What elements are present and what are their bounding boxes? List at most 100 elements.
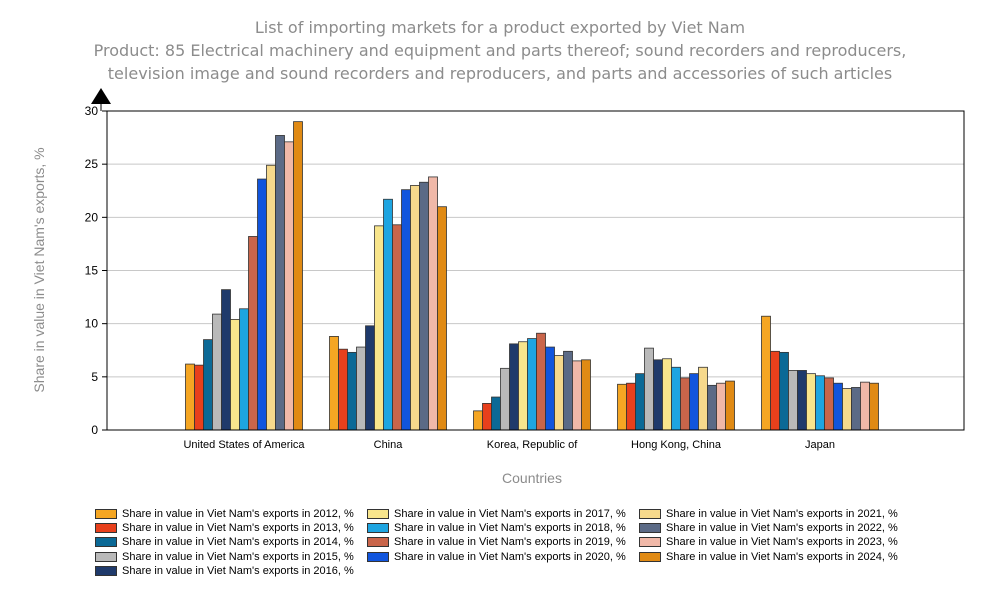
x-axis-label: Countries xyxy=(502,470,562,486)
bar xyxy=(437,206,447,431)
chart-subtitle-line1: Product: 85 Electrical machinery and equ… xyxy=(93,41,907,60)
bar xyxy=(338,348,348,431)
bar xyxy=(779,351,789,431)
y-tick-label: 30 xyxy=(85,104,99,118)
bar xyxy=(419,181,429,431)
bar xyxy=(185,363,195,431)
y-tick-label: 25 xyxy=(85,157,99,171)
bar xyxy=(770,350,780,431)
legend-label: Share in value in Viet Nam's exports in … xyxy=(122,536,354,549)
bar xyxy=(653,359,663,431)
bar xyxy=(626,382,636,431)
legend-swatch xyxy=(95,523,117,534)
bar xyxy=(662,358,672,431)
bar xyxy=(545,346,555,431)
legend-swatch xyxy=(639,509,661,519)
legend-label: Share in value in Viet Nam's exports in … xyxy=(666,508,898,520)
legend-swatch xyxy=(95,509,117,519)
bar xyxy=(392,224,402,431)
bar xyxy=(671,366,681,431)
legend-item: Share in value in Viet Nam's exports in … xyxy=(367,507,626,521)
legend-item: Share in value in Viet Nam's exports in … xyxy=(367,550,626,564)
legend-swatch xyxy=(639,523,661,534)
bar xyxy=(824,377,834,431)
y-axis-label: Share in value in Viet Nam's exports, % xyxy=(31,147,47,392)
bar xyxy=(788,370,798,431)
bar xyxy=(707,384,717,431)
bar xyxy=(851,387,861,431)
y-tick-label: 15 xyxy=(85,264,99,278)
bar xyxy=(644,347,654,431)
bar xyxy=(257,178,267,431)
legend-swatch xyxy=(639,551,661,562)
legend-item: Share in value in Viet Nam's exports in … xyxy=(639,535,898,549)
legend-item: Share in value in Viet Nam's exports in … xyxy=(367,535,626,549)
bar xyxy=(347,351,357,431)
bar xyxy=(428,176,438,431)
bar xyxy=(689,373,699,431)
bar xyxy=(860,381,870,431)
x-ticks: United States of America China Korea, Repu… xyxy=(183,439,835,451)
bar xyxy=(212,313,222,431)
legend-swatch xyxy=(367,523,389,534)
bar xyxy=(383,198,393,431)
bar xyxy=(815,375,825,431)
bar xyxy=(536,332,546,431)
legend-label: Share in value in Viet Nam's exports in … xyxy=(666,550,898,563)
legend-item: Share in value in Viet Nam's exports in … xyxy=(95,535,354,549)
y-tick-label: 10 xyxy=(85,317,99,331)
legend-swatch xyxy=(367,509,389,519)
x-tick-label: China xyxy=(374,439,404,451)
x-tick-label: Korea, Republic of xyxy=(487,439,578,451)
y-tick-label: 20 xyxy=(85,210,99,224)
bar xyxy=(356,346,366,431)
y-tick-label: 0 xyxy=(91,423,98,437)
legend-item: Share in value in Viet Nam's exports in … xyxy=(95,550,354,564)
legend-label: Share in value in Viet Nam's exports in … xyxy=(394,536,626,549)
bar xyxy=(698,366,708,431)
legend-item: Share in value in Viet Nam's exports in … xyxy=(95,521,354,535)
bar xyxy=(833,382,843,431)
legend-item: Share in value in Viet Nam's exports in … xyxy=(367,521,626,535)
bar xyxy=(230,319,240,431)
bar xyxy=(761,315,771,431)
bar xyxy=(617,383,627,431)
bars xyxy=(185,121,879,431)
bar xyxy=(725,380,735,431)
bar xyxy=(194,364,204,431)
legend-label: Share in value in Viet Nam's exports in … xyxy=(122,550,354,563)
legend-swatch xyxy=(95,565,117,576)
bar xyxy=(248,236,258,431)
legend-item: Share in value in Viet Nam's exports in … xyxy=(95,507,354,521)
bar-chart: 0 5 10 15 20 25 30 United States of America Chi… xyxy=(31,88,965,486)
bar xyxy=(482,403,492,431)
legend-item: Share in value in Viet Nam's exports in … xyxy=(639,550,898,564)
bar xyxy=(221,289,231,431)
bar xyxy=(869,382,879,431)
bar xyxy=(527,338,537,431)
legend-item: Share in value in Viet Nam's exports in … xyxy=(95,564,354,578)
y-tick-label: 5 xyxy=(91,370,98,384)
bar xyxy=(635,373,645,431)
bar xyxy=(284,141,294,431)
bar xyxy=(806,373,816,431)
bar xyxy=(365,325,375,431)
bar xyxy=(500,367,510,431)
bar xyxy=(581,359,591,431)
chart-title: List of importing markets for a product … xyxy=(254,18,746,37)
bar xyxy=(239,308,249,431)
legend-label: Share in value in Viet Nam's exports in … xyxy=(122,508,354,520)
legend-label: Share in value in Viet Nam's exports in … xyxy=(666,522,898,535)
legend-swatch xyxy=(95,537,117,548)
bar xyxy=(266,164,276,431)
bar xyxy=(275,135,285,431)
legend-label: Share in value in Viet Nam's exports in … xyxy=(122,522,354,535)
legend-label: Share in value in Viet Nam's exports in … xyxy=(394,522,626,535)
legend-label: Share in value in Viet Nam's exports in … xyxy=(394,550,626,563)
legend-item: Share in value in Viet Nam's exports in … xyxy=(639,521,898,535)
bar xyxy=(203,339,213,431)
bar xyxy=(716,382,726,431)
bar xyxy=(473,410,483,431)
legend-label: Share in value in Viet Nam's exports in … xyxy=(394,508,626,520)
legend-swatch xyxy=(95,551,117,562)
